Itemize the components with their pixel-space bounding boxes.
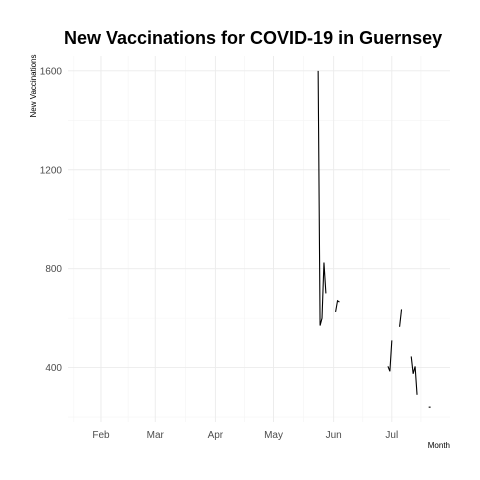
x-tick-label: Jun bbox=[326, 430, 342, 441]
chart-title: New Vaccinations for COVID-19 in Guernse… bbox=[64, 28, 442, 48]
x-tick-label: May bbox=[264, 430, 283, 441]
x-axis-title: Month bbox=[428, 441, 450, 450]
x-tick-label: Feb bbox=[92, 430, 110, 441]
series-line-segment bbox=[317, 70, 327, 326]
series-layer bbox=[317, 70, 431, 408]
series-line-segment bbox=[335, 299, 340, 313]
y-axis-title: New Vaccinations bbox=[29, 55, 38, 118]
x-tick-label: Jul bbox=[385, 430, 398, 441]
y-tick-label: 1600 bbox=[40, 66, 63, 77]
y-tick-label: 1200 bbox=[40, 165, 63, 176]
y-tick-label: 800 bbox=[45, 264, 62, 275]
series-line-segment bbox=[387, 340, 393, 372]
grid bbox=[68, 56, 450, 422]
y-axis-ticks: 400 800 1200 1600 bbox=[40, 66, 63, 374]
y-tick-label: 400 bbox=[45, 363, 62, 374]
x-axis-ticks: Feb Mar Apr May Jun Jul bbox=[92, 430, 398, 441]
series-line-segment bbox=[410, 356, 418, 395]
x-tick-label: Mar bbox=[147, 430, 165, 441]
series-line-segment bbox=[399, 309, 403, 327]
x-tick-label: Apr bbox=[208, 430, 224, 441]
